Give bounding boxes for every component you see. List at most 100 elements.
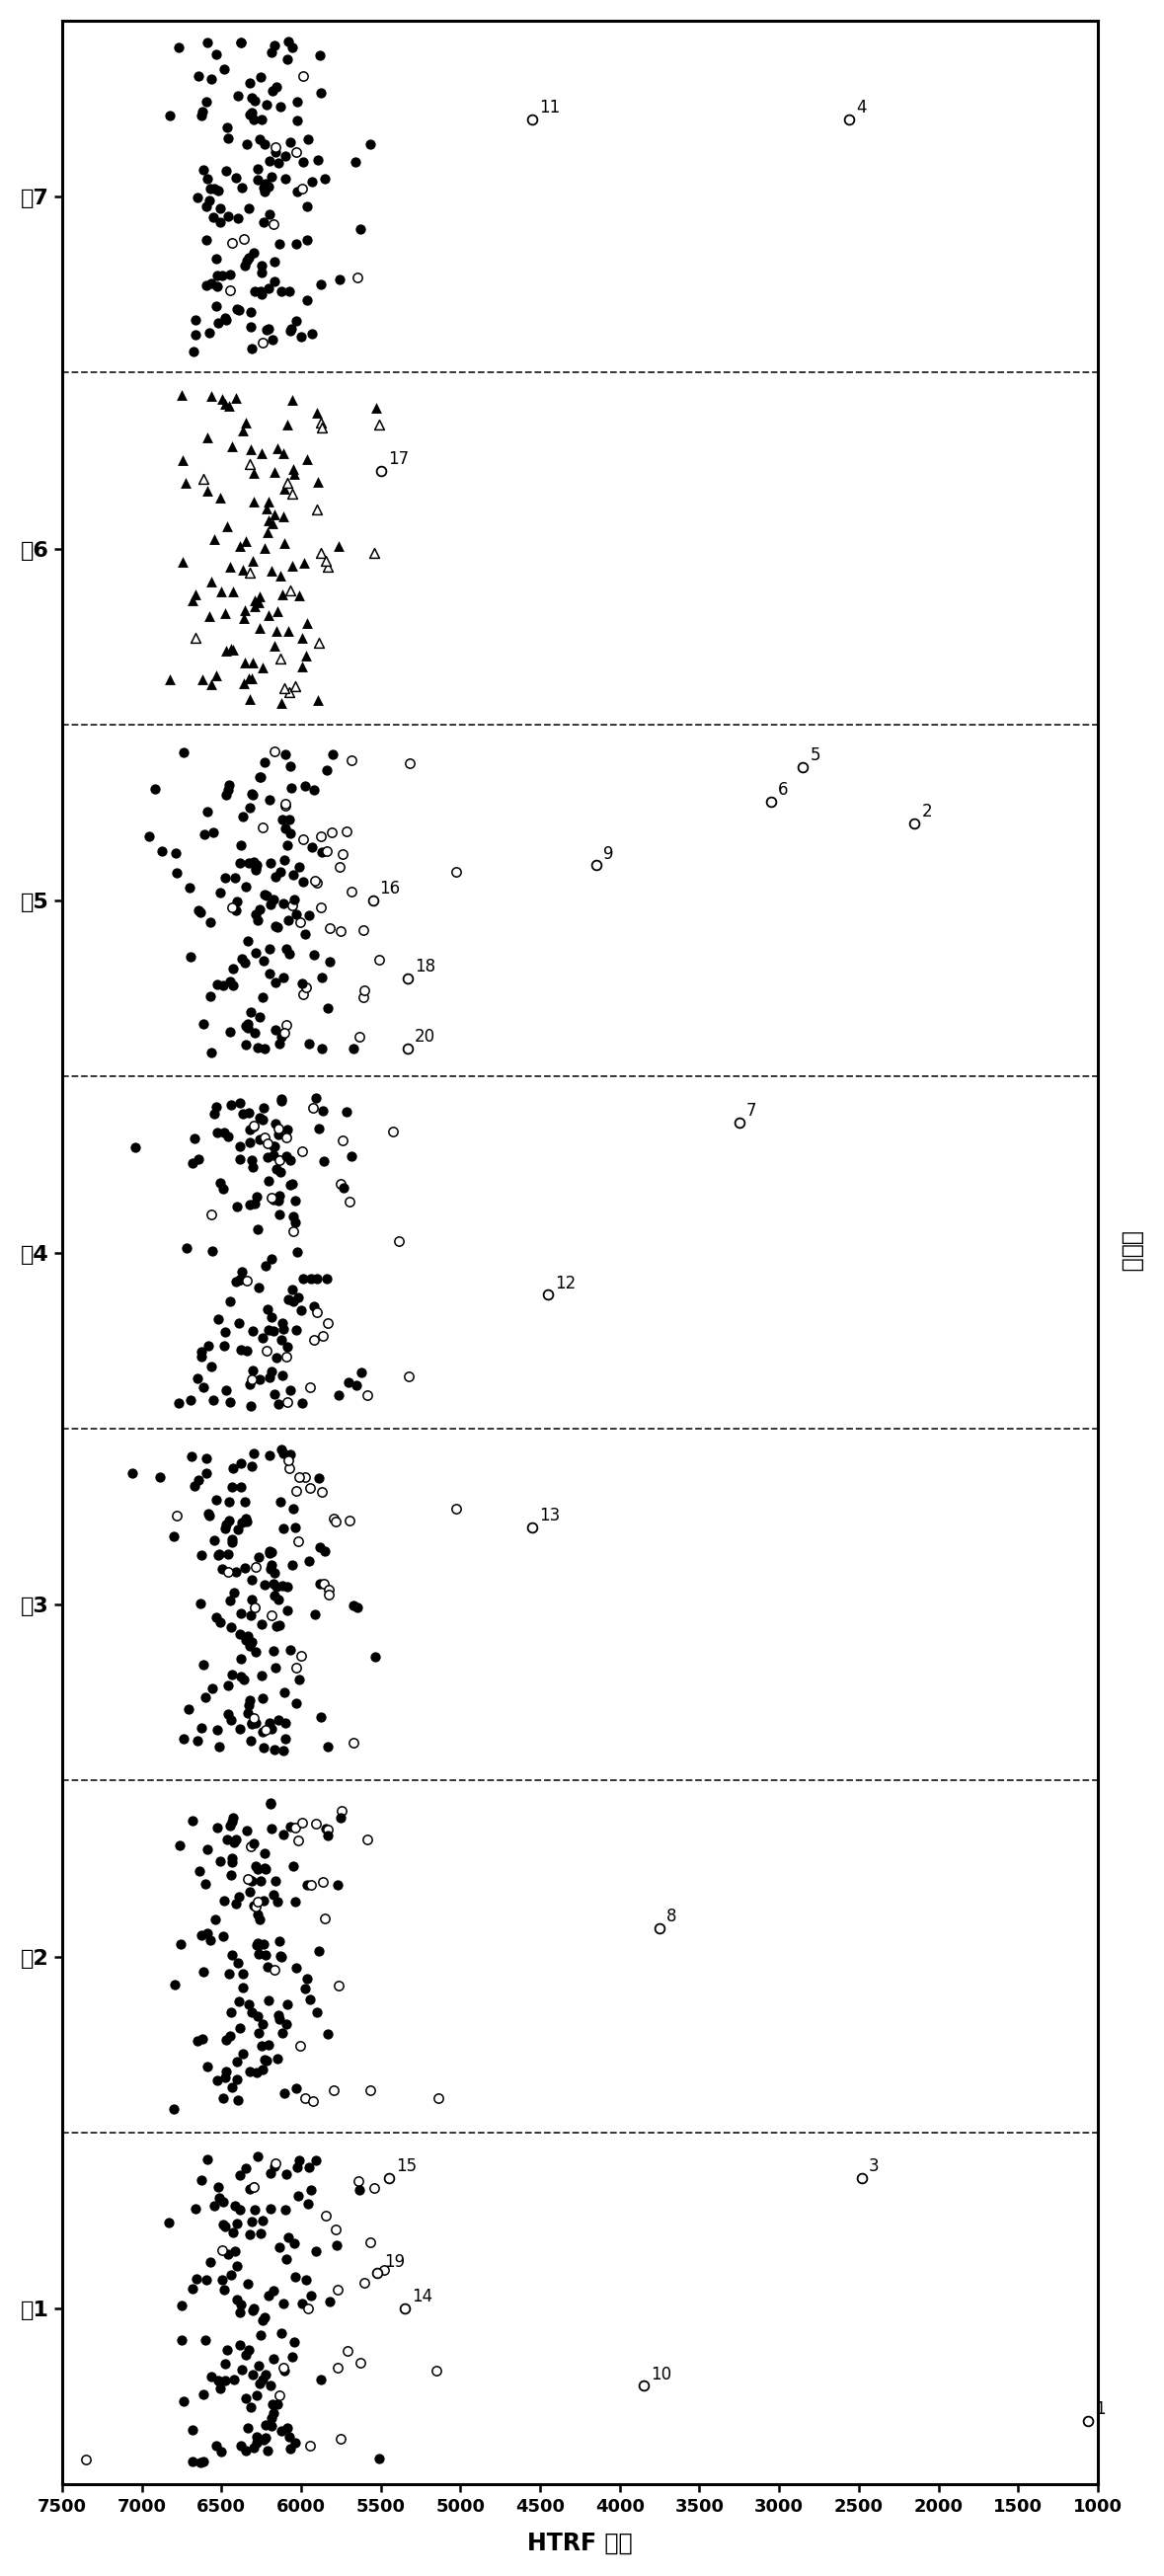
Point (311, 1528, 329, 1569)
Point (267, 1566, 285, 1607)
Point (228, 881, 247, 922)
Point (264, 2339, 283, 2380)
Point (257, 2040, 276, 2081)
Point (254, 976, 272, 1018)
Point (237, 1692, 256, 1734)
Point (233, 2032, 251, 2074)
Point (219, 384, 237, 425)
Point (228, 2246, 247, 2287)
Point (235, 1659, 254, 1700)
Point (208, 301, 227, 343)
Point (172, 2285, 191, 2326)
Point (254, 1726, 272, 1767)
Point (198, 1829, 217, 1870)
Point (247, 933, 265, 974)
Point (272, 1430, 291, 1471)
Point (305, 935, 324, 976)
Point (247, 1177, 265, 1218)
Point (293, 167, 312, 209)
Point (284, 1489, 303, 1530)
Point (263, 502, 282, 544)
Point (281, 811, 299, 853)
Point (262, 155, 281, 196)
Point (293, 1257, 312, 1298)
Point (186, 574, 205, 616)
Point (275, 956, 293, 997)
Point (242, 2385, 261, 2427)
Point (265, 626, 284, 667)
Point (334, 835, 353, 876)
Point (251, 2025, 270, 2066)
Point (296, 914, 314, 956)
Point (277, 1327, 296, 1368)
Point (242, 657, 261, 698)
Point (228, 1942, 247, 1984)
Point (226, 157, 244, 198)
Point (222, 1700, 241, 1741)
Point (275, 433, 293, 474)
Point (256, 1118, 275, 1159)
Point (347, 1365, 365, 1406)
Point (257, 1329, 276, 1370)
Point (236, 402, 255, 443)
Point (281, 2429, 299, 2470)
Point (284, 1280, 303, 1321)
Point (230, 2007, 249, 2048)
Point (225, 629, 243, 670)
Point (187, 1358, 206, 1399)
Point (223, 886, 242, 927)
Point (242, 773, 261, 814)
Point (212, 2432, 230, 2473)
Point (249, 1932, 268, 1973)
Point (221, 629, 240, 670)
Point (251, 2213, 270, 2254)
Point (233, 2349, 251, 2391)
Point (256, 528, 275, 569)
Point (384, 1110, 403, 1151)
Point (205, 1092, 223, 1133)
Point (329, 1965, 348, 2007)
Point (265, 2143, 284, 2184)
Point (196, 2318, 214, 2360)
Point (257, 309, 276, 350)
Point (213, 2259, 232, 2300)
Point (284, 1211, 303, 1252)
Point (264, 878, 283, 920)
Point (264, 1311, 283, 1352)
Point (208, 1806, 227, 1847)
Point (246, 80, 264, 121)
Point (292, 1291, 311, 1332)
Point (288, 1471, 306, 1512)
Point (242, 1703, 261, 1744)
Point (278, 1110, 297, 1151)
Point (227, 891, 246, 933)
Point (201, 1345, 220, 1386)
Point (220, 1012, 239, 1054)
Point (272, 2411, 291, 2452)
Point (310, 623, 328, 665)
Point (227, 289, 246, 330)
Point (343, 1028, 362, 1069)
Point (183, 580, 201, 621)
Point (229, 1981, 248, 2022)
Point (275, 523, 293, 564)
Point (243, 327, 262, 368)
Point (267, 126, 285, 167)
Point (217, 299, 235, 340)
Point (278, 1381, 297, 1422)
Point (250, 1118, 269, 1159)
Point (278, 1589, 297, 1631)
Point (265, 1373, 284, 1414)
Point (279, 1278, 298, 1319)
Point (324, 1499, 342, 1540)
Point (207, 654, 226, 696)
Point (284, 1844, 303, 1886)
Point (220, 1806, 239, 1847)
Point (298, 2287, 317, 2329)
Point (312, 72, 331, 113)
Point (333, 1121, 352, 1162)
Point (286, 2421, 305, 2463)
Point (306, 860, 325, 902)
Point (289, 1231, 307, 1273)
Point (244, 232, 263, 273)
